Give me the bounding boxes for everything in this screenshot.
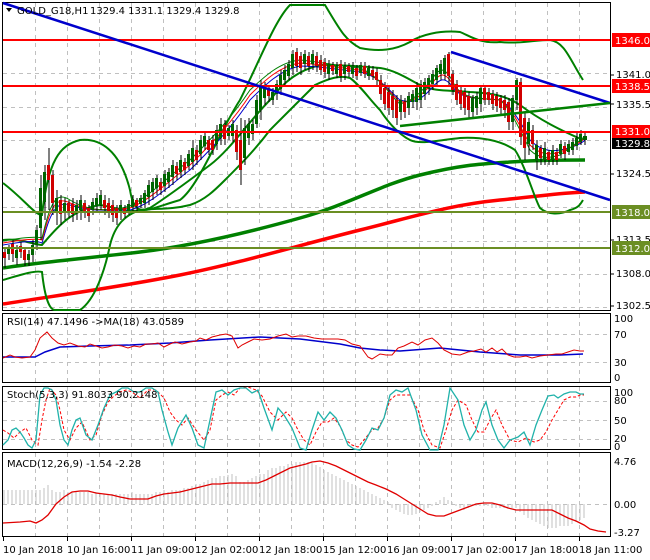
stoch-signal-line <box>2 386 584 449</box>
svg-text:1312.0: 1312.0 <box>615 244 650 255</box>
level-tag-1338-5 <box>612 79 650 93</box>
svg-text:1308.0: 1308.0 <box>616 269 650 280</box>
macd-signal-line <box>2 460 607 533</box>
svg-text:10 Jan 2018: 10 Jan 2018 <box>3 545 63 556</box>
svg-text:70: 70 <box>614 330 627 341</box>
svg-text:17 Jan 02:00: 17 Jan 02:00 <box>451 545 514 556</box>
long-ma-green-line <box>2 158 586 270</box>
svg-text:0.00: 0.00 <box>614 500 636 511</box>
stoch-title: Stoch(5,3,3) 91.8033 90.2148 <box>7 390 158 401</box>
descending-trendline-short <box>450 50 611 105</box>
macd-axis: 4.76 0.00 -3.27 <box>614 457 640 539</box>
level-tags: 1346.0 1338.5 1331.0 1329.8 1318.0 1312.… <box>612 33 650 255</box>
descending-trendline-long <box>2 1 611 202</box>
svg-text:12 Jan 18:00: 12 Jan 18:00 <box>259 545 322 556</box>
long-ma-red-line <box>2 190 586 306</box>
svg-text:16 Jan 09:00: 16 Jan 09:00 <box>387 545 450 556</box>
svg-text:11 Jan 09:00: 11 Jan 09:00 <box>131 545 194 556</box>
time-axis: 10 Jan 2018 10 Jan 16:00 11 Jan 09:00 12… <box>3 537 642 556</box>
stoch-lines <box>2 386 584 451</box>
bollinger-upper-band <box>2 4 584 217</box>
ascending-trendline-green <box>399 101 611 128</box>
macd-title: MACD(12,26,9) -1.54 -2.28 <box>7 459 141 470</box>
level-tag-1312 <box>612 241 650 255</box>
main-chart-content <box>2 1 611 311</box>
svg-text:10 Jan 16:00: 10 Jan 16:00 <box>67 545 130 556</box>
svg-text:1302.5: 1302.5 <box>616 301 650 312</box>
bollinger-lower-band <box>2 75 584 311</box>
svg-text:30: 30 <box>614 358 627 369</box>
rsi-line <box>2 331 584 360</box>
level-tag-1346 <box>612 33 650 47</box>
svg-text:4.76: 4.76 <box>614 457 636 468</box>
svg-text:-3.27: -3.27 <box>614 528 640 539</box>
svg-text:1329.8: 1329.8 <box>615 139 650 150</box>
ohlc-values: 1329.4 1331.1 1329.4 1329.8 <box>90 6 240 17</box>
main-price-panel[interactable] <box>2 2 611 311</box>
rsi-ma-line <box>3 336 584 358</box>
rsi-axis: 100 70 30 0 <box>614 314 633 384</box>
svg-text:1335.5: 1335.5 <box>616 100 650 111</box>
current-price-tag <box>612 138 650 149</box>
svg-text:50: 50 <box>614 416 627 427</box>
svg-text:20: 20 <box>614 434 627 445</box>
candlesticks <box>3 48 587 268</box>
svg-text:80: 80 <box>614 396 627 407</box>
svg-text:100: 100 <box>614 388 633 399</box>
svg-text:1341.0: 1341.0 <box>616 70 650 81</box>
svg-text:1318.0: 1318.0 <box>615 208 650 219</box>
symbol-title: GOLD_G18,H1 <box>17 6 88 17</box>
level-tag-1318 <box>612 205 650 219</box>
svg-text:18 Jan 11:00: 18 Jan 11:00 <box>579 545 642 556</box>
svg-text:1331.0: 1331.0 <box>615 127 650 138</box>
rsi-lines <box>2 331 584 360</box>
svg-text:1338.5: 1338.5 <box>615 82 650 93</box>
svg-text:15 Jan 12:00: 15 Jan 12:00 <box>323 545 386 556</box>
svg-text:0: 0 <box>614 442 620 453</box>
level-tag-1331 <box>612 125 650 138</box>
svg-text:17 Jan 18:00: 17 Jan 18:00 <box>515 545 578 556</box>
symbol-dropdown-icon[interactable] <box>6 8 12 12</box>
svg-text:0: 0 <box>614 373 620 384</box>
rsi-title: RSI(14) 47.1496 ->MA(18) 43.0589 <box>7 317 184 328</box>
svg-text:12 Jan 02:00: 12 Jan 02:00 <box>195 545 258 556</box>
svg-text:1313.5: 1313.5 <box>616 235 650 246</box>
price-axis: 1341.0 1335.5 1324.5 1313.5 1308.0 1302.… <box>611 70 650 312</box>
stoch-axis: 100 80 50 20 0 <box>614 388 633 453</box>
svg-text:100: 100 <box>614 314 633 325</box>
svg-text:1324.5: 1324.5 <box>616 169 650 180</box>
stoch-main-line <box>2 386 584 451</box>
svg-text:1346.0: 1346.0 <box>615 36 650 47</box>
